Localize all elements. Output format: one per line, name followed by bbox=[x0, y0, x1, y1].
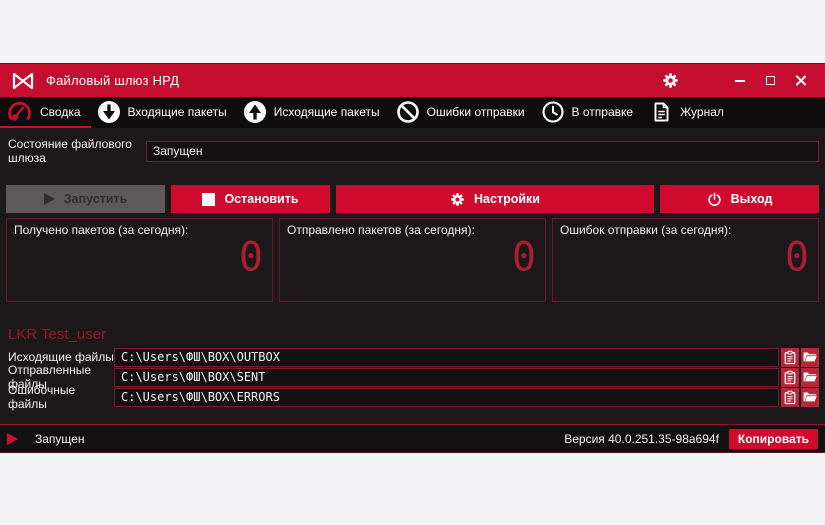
clipboard-icon bbox=[784, 370, 796, 384]
path-list: Исходящие файлы C:\Users\ФШ\BOX\OUTBOX bbox=[6, 347, 819, 411]
start-button[interactable]: Запустить bbox=[6, 185, 165, 213]
titlebar-gear-icon[interactable] bbox=[662, 72, 679, 89]
stop-button[interactable]: Остановить bbox=[171, 185, 330, 213]
send-errors-value: 0 bbox=[784, 234, 809, 281]
sent-path-field[interactable]: C:\Users\ФШ\BOX\SENT bbox=[114, 367, 779, 387]
errors-path-field[interactable]: C:\Users\ФШ\BOX\ERRORS bbox=[114, 387, 779, 407]
errors-path-row: Ошибочные файлы C:\Users\ФШ\BOX\ERRORS bbox=[6, 383, 819, 411]
close-icon bbox=[795, 75, 806, 86]
sent-packets-panel: Отправлено пакетов (за сегодня): 0 bbox=[279, 218, 546, 302]
arrow-down-circle-icon bbox=[97, 100, 121, 124]
errors-path-label: Ошибочные файлы bbox=[8, 383, 76, 411]
send-errors-panel: Ошибок отправки (за сегодня): 0 bbox=[552, 218, 819, 302]
tab-label: Входящие пакеты bbox=[127, 104, 227, 119]
window-title: Файловый шлюз НРД bbox=[46, 73, 180, 88]
open-folder-button[interactable] bbox=[801, 367, 819, 387]
received-packets-value: 0 bbox=[238, 234, 263, 281]
folder-icon bbox=[803, 392, 817, 402]
sent-path-row: Отправленные файлы C:\Users\ФШ\BOX\SENT bbox=[6, 363, 819, 391]
play-icon bbox=[43, 193, 55, 205]
tab-incoming-packets[interactable]: Входящие пакеты bbox=[91, 97, 237, 128]
copy-path-button[interactable] bbox=[781, 347, 799, 367]
copy-path-button[interactable] bbox=[781, 387, 799, 407]
tab-summary[interactable]: Сводка bbox=[0, 97, 91, 128]
minimize-button[interactable] bbox=[725, 70, 755, 92]
send-errors-label: Ошибок отправки (за сегодня): bbox=[560, 223, 732, 237]
tab-in-transit[interactable]: В отправке bbox=[535, 97, 644, 128]
tab-label: Журнал bbox=[680, 104, 724, 119]
outbox-path-label: Исходящие файлы bbox=[8, 350, 114, 364]
summary-page: Состояние файлового шлюза Запущен Запуст… bbox=[0, 128, 825, 424]
clipboard-icon bbox=[784, 390, 796, 404]
clipboard-icon bbox=[784, 350, 796, 364]
stats-row: Получено пакетов (за сегодня): 0 Отправл… bbox=[6, 218, 819, 302]
tab-label: Ошибки отправки bbox=[426, 104, 525, 119]
settings-button-label: Настройки bbox=[474, 192, 540, 206]
folder-icon bbox=[803, 372, 817, 382]
no-entry-icon bbox=[396, 100, 420, 124]
copy-path-button[interactable] bbox=[781, 367, 799, 387]
moex-bowtie-logo-icon bbox=[12, 72, 34, 90]
sent-packets-label: Отправлено пакетов (за сегодня): bbox=[287, 223, 475, 237]
open-folder-button[interactable] bbox=[801, 387, 819, 407]
tab-bar: Сводка Входящие пакеты Исходящие пакеты bbox=[0, 97, 825, 128]
exit-button-label: Выход bbox=[730, 192, 773, 206]
sent-packets-value: 0 bbox=[511, 234, 536, 281]
exit-button[interactable]: Выход bbox=[660, 185, 819, 213]
received-packets-panel: Получено пакетов (за сегодня): 0 bbox=[6, 218, 273, 302]
stop-icon bbox=[202, 192, 216, 206]
titlebar: Файловый шлюз НРД bbox=[0, 64, 825, 97]
gauge-icon bbox=[6, 99, 33, 125]
stop-button-label: Остановить bbox=[224, 192, 299, 206]
status-bar: Запущен Версия 40.0.251.35-98a694f Копир… bbox=[0, 424, 825, 452]
arrow-up-circle-icon bbox=[243, 100, 267, 124]
gateway-state-row: Состояние файлового шлюза Запущен bbox=[6, 137, 819, 165]
folder-icon bbox=[803, 352, 817, 362]
maximize-icon bbox=[765, 76, 775, 85]
outbox-path-field[interactable]: C:\Users\ФШ\BOX\OUTBOX bbox=[114, 347, 779, 367]
minimize-icon bbox=[735, 79, 745, 82]
tab-send-errors[interactable]: Ошибки отправки bbox=[390, 97, 535, 128]
received-packets-label: Получено пакетов (за сегодня): bbox=[14, 223, 189, 237]
tab-label: В отправке bbox=[571, 104, 634, 119]
user-section-heading: LKR Test_user bbox=[8, 326, 107, 343]
gateway-state-label: Состояние файлового шлюза bbox=[8, 137, 132, 165]
status-text: Запущен bbox=[35, 431, 85, 446]
tab-label: Сводка bbox=[40, 104, 81, 119]
tab-outgoing-packets[interactable]: Исходящие пакеты bbox=[237, 97, 390, 128]
sent-path-label: Отправленные файлы bbox=[8, 363, 92, 391]
tab-label: Исходящие пакеты bbox=[273, 104, 380, 119]
start-button-label: Запустить bbox=[63, 192, 128, 206]
close-button[interactable] bbox=[785, 70, 815, 92]
tab-journal[interactable]: Журнал bbox=[643, 97, 734, 128]
action-buttons: Запустить Остановить bbox=[6, 185, 819, 213]
app-window: Файловый шлюз НРД bbox=[0, 64, 825, 452]
gateway-state-field[interactable]: Запущен bbox=[146, 140, 819, 162]
maximize-button[interactable] bbox=[755, 70, 785, 92]
outbox-path-row: Исходящие файлы C:\Users\ФШ\BOX\OUTBOX bbox=[6, 347, 819, 367]
open-folder-button[interactable] bbox=[801, 347, 819, 367]
copy-version-button[interactable]: Копировать bbox=[728, 428, 818, 449]
running-play-icon bbox=[7, 432, 18, 445]
clock-icon bbox=[541, 100, 565, 124]
journal-icon bbox=[649, 100, 673, 124]
settings-button[interactable]: Настройки bbox=[336, 185, 654, 213]
gear-icon bbox=[450, 192, 465, 207]
version-text: Версия 40.0.251.35-98a694f bbox=[564, 431, 719, 446]
power-icon bbox=[707, 192, 722, 207]
